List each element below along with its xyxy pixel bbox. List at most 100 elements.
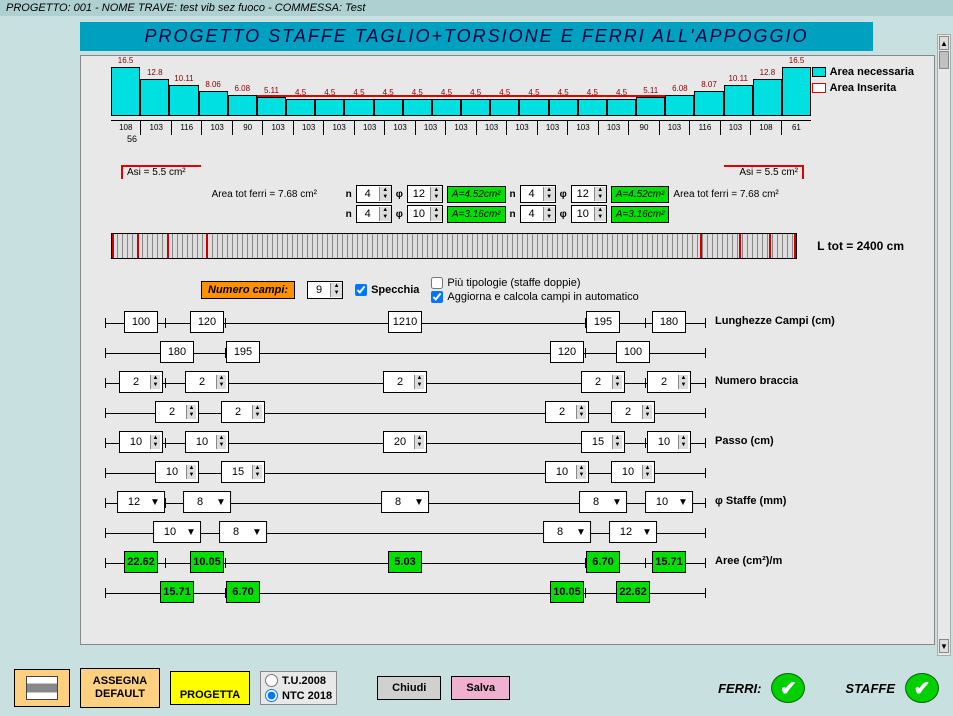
passo: ▲▼▲▼▲▼▲▼▲▼Passo (cm) xyxy=(105,431,910,457)
chart-tick: 103 xyxy=(323,121,353,135)
numero-braccia-field[interactable]: ▲▼ xyxy=(545,401,589,423)
chart-tick: 90 xyxy=(628,121,658,135)
phi-staffe-field[interactable]: ▼ xyxy=(153,521,201,543)
lunghezze-campi: Lunghezze Campi (cm) xyxy=(105,311,910,337)
phi-staffe-field[interactable]: ▼ xyxy=(219,521,267,543)
passo-field[interactable]: ▲▼ xyxy=(155,461,199,483)
progetta-button[interactable]: PROGETTA xyxy=(170,671,250,705)
ferri-n-spinner[interactable]: ▲▼ xyxy=(520,185,556,203)
numero-braccia-field[interactable]: ▲▼ xyxy=(581,371,625,393)
numero-campi-label: Numero campi: xyxy=(201,281,295,299)
chart-bar: 8.06 xyxy=(199,91,228,115)
specchia-checkbox[interactable]: Specchia xyxy=(355,284,419,296)
chart-tick: 103 xyxy=(567,121,597,135)
aree: Aree (cm²)/m xyxy=(105,551,910,577)
chart-bar: 4.5 xyxy=(432,99,461,115)
chart-bar: 12.8 xyxy=(140,79,169,115)
chart-bar: 4.5 xyxy=(315,99,344,115)
ferri-d-spinner[interactable]: ▲▼ xyxy=(571,205,607,223)
lunghezze-campi-field[interactable] xyxy=(616,341,650,363)
tu2008-radio[interactable]: T.U.2008 xyxy=(265,674,332,687)
lunghezze-campi-field[interactable] xyxy=(160,341,194,363)
piu-tipologie-checkbox[interactable]: Più tipologie (staffe doppie) xyxy=(431,277,638,289)
chart-tick: 116 xyxy=(689,121,719,135)
ferri-n-spinner[interactable]: ▲▼ xyxy=(356,205,392,223)
numero-braccia-field[interactable]: ▲▼ xyxy=(185,371,229,393)
ferri-d-spinner[interactable]: ▲▼ xyxy=(571,185,607,203)
numero-braccia-field[interactable]: ▲▼ xyxy=(119,371,163,393)
aree-label: Aree (cm²)/m xyxy=(715,555,845,567)
chart-tick: 103 xyxy=(354,121,384,135)
chart-bar: 5.11 xyxy=(257,97,286,115)
chart-tick: 108 xyxy=(750,121,780,135)
chart-bar: 12.8 xyxy=(753,79,782,115)
chiudi-button[interactable]: Chiudi xyxy=(377,676,441,700)
chart-tick: 103 xyxy=(537,121,567,135)
phi-staffe-field[interactable]: ▼ xyxy=(609,521,657,543)
chart-tick: 61 xyxy=(781,121,811,135)
lunghezze-campi-field[interactable] xyxy=(190,311,224,333)
vertical-scrollbar[interactable]: ▲ ▼ xyxy=(937,34,951,656)
lunghezze-campi-field[interactable] xyxy=(226,341,260,363)
chart-bar: 16.5 xyxy=(782,67,811,115)
phi-staffe-field[interactable]: ▼ xyxy=(183,491,231,513)
passo-field[interactable]: ▲▼ xyxy=(185,431,229,453)
chart-end-label: 56 xyxy=(127,134,137,144)
lunghezze-campi-field[interactable] xyxy=(586,311,620,333)
ferri-area-value: A=3.16cm² xyxy=(447,206,506,223)
scroll-up-icon[interactable]: ▲ xyxy=(939,36,949,50)
passo-field[interactable]: ▲▼ xyxy=(611,461,655,483)
print-button[interactable] xyxy=(14,669,70,707)
window-title: PROGETTO: 001 - NOME TRAVE: test vib sez… xyxy=(0,0,953,16)
passo-field[interactable]: ▲▼ xyxy=(383,431,427,453)
passo-field[interactable]: ▲▼ xyxy=(545,461,589,483)
passo-field[interactable]: ▲▼ xyxy=(221,461,265,483)
passo-field[interactable]: ▲▼ xyxy=(647,431,691,453)
passo-field[interactable]: ▲▼ xyxy=(119,431,163,453)
lunghezze-campi-field[interactable] xyxy=(388,311,422,333)
lunghezze-campi-label: Lunghezze Campi (cm) xyxy=(715,315,845,327)
ferri-n-spinner[interactable]: ▲▼ xyxy=(520,205,556,223)
salva-button[interactable]: Salva xyxy=(451,676,510,700)
chart-tick: 108 xyxy=(111,121,140,135)
lunghezze-campi-field[interactable] xyxy=(550,341,584,363)
lunghezze-campi-field[interactable] xyxy=(124,311,158,333)
phi-staffe-field[interactable]: ▼ xyxy=(645,491,693,513)
aggiorna-checkbox[interactable]: Aggiorna e calcola campi in automatico xyxy=(431,291,638,303)
ferri-n-spinner[interactable]: ▲▼ xyxy=(356,185,392,203)
staffe-status-label: STAFFE xyxy=(845,681,895,696)
phi-staffe-field[interactable]: ▼ xyxy=(579,491,627,513)
ntc2018-radio[interactable]: NTC 2018 xyxy=(265,689,332,702)
assegna-default-button[interactable]: ASSEGNA DEFAULT xyxy=(80,668,160,708)
phi-staffe-field[interactable]: ▼ xyxy=(543,521,591,543)
numero-braccia-field[interactable]: ▲▼ xyxy=(221,401,265,423)
ferri-d-spinner[interactable]: ▲▼ xyxy=(407,185,443,203)
aree-field xyxy=(550,581,584,603)
chart-bar: 6.08 xyxy=(228,95,257,115)
chart-bar: 4.5 xyxy=(403,99,432,115)
numero-braccia-field[interactable]: ▲▼ xyxy=(155,401,199,423)
chart-bar: 5.11 xyxy=(636,97,665,115)
ferri-config-row: n▲▼φ▲▼A=3.16cm²n▲▼φ▲▼A=3.16cm² xyxy=(91,205,924,223)
ferri-status-label: FERRI: xyxy=(718,681,761,696)
passo-field[interactable]: ▲▼ xyxy=(581,431,625,453)
phi-staffe-field[interactable]: ▼ xyxy=(117,491,165,513)
ferri-area-value: A=4.52cm² xyxy=(447,186,506,203)
chart-tick: 103 xyxy=(598,121,628,135)
staffe-ok-icon: ✔ xyxy=(905,673,939,703)
scroll-thumb[interactable] xyxy=(939,51,949,69)
chart-bar: 4.5 xyxy=(519,99,548,115)
chart-tick: 103 xyxy=(720,121,750,135)
phi-staffe-field[interactable]: ▼ xyxy=(381,491,429,513)
ferri-d-spinner[interactable]: ▲▼ xyxy=(407,205,443,223)
numero-braccia-field[interactable]: ▲▼ xyxy=(611,401,655,423)
chart-tick: 103 xyxy=(415,121,445,135)
norm-radio-group: T.U.2008 NTC 2018 xyxy=(260,671,337,705)
asi-left-label: Asi = 5.5 cm² xyxy=(121,165,201,179)
scroll-down-icon[interactable]: ▼ xyxy=(939,639,949,653)
numero-braccia-field[interactable]: ▲▼ xyxy=(647,371,691,393)
numero-braccia-field[interactable]: ▲▼ xyxy=(383,371,427,393)
lunghezze-campi-field[interactable] xyxy=(652,311,686,333)
chart-bar: 4.5 xyxy=(344,99,373,115)
numero-campi-spinner[interactable]: ▲▼ xyxy=(307,281,343,299)
